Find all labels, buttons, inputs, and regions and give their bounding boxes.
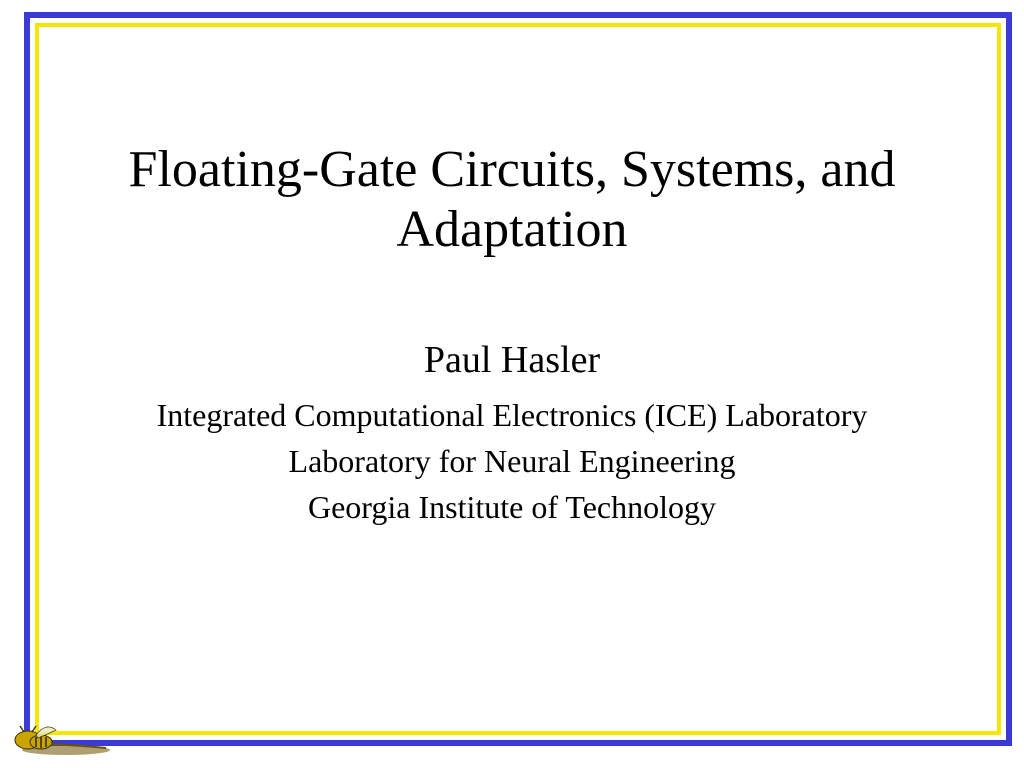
- slide: Floating-Gate Circuits, Systems, and Ada…: [0, 0, 1024, 768]
- slide-title: Floating-Gate Circuits, Systems, and Ada…: [50, 140, 974, 260]
- affiliation-line: Laboratory for Neural Engineering: [50, 438, 974, 484]
- affiliation-line: Georgia Institute of Technology: [50, 484, 974, 530]
- gt-buzz-mascot-icon: [6, 720, 116, 760]
- affiliation-line: Integrated Computational Electronics (IC…: [50, 392, 974, 438]
- slide-author: Paul Hasler: [50, 338, 974, 382]
- slide-content: Floating-Gate Circuits, Systems, and Ada…: [50, 140, 974, 531]
